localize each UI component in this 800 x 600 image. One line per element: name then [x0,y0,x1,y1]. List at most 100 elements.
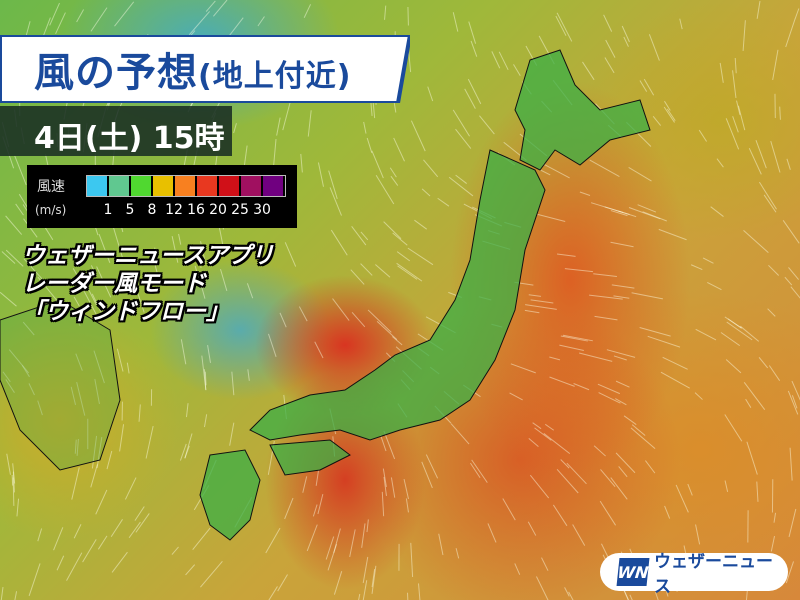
caption-line-1: ウェザーニュースアプリ [22,243,274,269]
wind-streak [119,424,125,452]
wind-streak [91,293,105,318]
wind-streak [605,39,616,58]
wind-streak [724,316,743,329]
wind-streak [768,264,780,276]
wind-streak [96,437,103,469]
wind-streak [134,506,145,521]
wind-streak [464,88,476,109]
wind-streak [49,2,60,26]
wind-streak [791,395,798,409]
wind-streak [707,281,722,291]
wind-streak [276,117,281,136]
kyushu [199,449,261,541]
legend-tick: 30 [253,202,271,218]
wind-streak [95,489,108,515]
wind-streak [6,453,11,475]
wind-streak [535,576,549,600]
wind-streak [192,527,211,551]
wind-streak [381,491,385,517]
legend-unit: (m/s) [35,203,67,217]
wind-streak [737,105,746,131]
wind-streak [71,467,80,500]
wind-streak [76,9,85,23]
wind-streak [200,241,206,264]
wind-streak [560,459,570,469]
wind-streak [116,348,124,372]
wind-streak [197,273,206,299]
wind-streak [743,382,766,410]
wind-streak [556,12,573,42]
wind-streak [756,481,759,502]
wind-streak [529,474,550,499]
wind-streak [74,439,77,454]
wind-streak [594,315,618,321]
wind-streak [5,379,15,393]
wind-streak [724,414,743,442]
wind-streak [525,304,557,310]
wind-streak [12,463,16,484]
wind-streak [770,535,776,552]
wind-streak [610,210,628,217]
legend-swatch [263,176,285,196]
wind-streak [785,561,794,584]
wind-streak [597,383,621,395]
wind-streak [758,357,769,369]
wind-streak [358,593,361,600]
wind-streak [662,356,688,370]
wind-streak [393,137,405,162]
wind-streak [284,242,297,267]
wind-streak [126,362,130,374]
wind-streak [655,592,659,600]
wind-streak [389,167,397,178]
wind-streak [421,461,433,489]
wind-streak [154,247,159,260]
wind-streak [452,109,470,137]
wind-streak [698,129,708,142]
wind-streak [37,528,43,542]
legend-swatch [131,176,153,196]
wind-streak [396,262,423,282]
wind-streak [302,476,308,493]
legend-swatch [197,176,219,196]
wind-streak [28,563,41,597]
wind-streak [788,508,797,538]
wind-streak [56,555,65,571]
wind-streak [727,318,742,329]
wind-streak [0,291,17,307]
wind-streak [736,100,741,115]
wind-streak [73,524,82,539]
wind-streak [732,116,739,133]
wind-streak [179,443,187,461]
wind-streak [534,427,552,441]
wind-streak [543,433,571,455]
wind-streak [604,206,630,215]
app-caption: ウェザーニュースアプリ レーダー風モード 「ウィンドフロー」 [22,242,274,326]
wind-streak [22,321,35,336]
wind-streak [552,504,568,527]
wind-streak [265,527,281,554]
shikoku [269,439,351,476]
wind-streak [725,118,740,150]
wind-streak [137,293,145,313]
wind-streak [421,188,431,197]
wind-streak [652,116,662,126]
wind-streak [615,452,636,474]
hokkaido [514,49,651,171]
date-box [0,106,232,156]
wind-streak [528,294,542,297]
wind-streak [448,176,474,197]
wind-streak [498,51,509,71]
wind-streak [392,232,408,246]
logo-text: ウェザーニュース [654,552,773,597]
wind-streak [380,434,387,452]
wind-streak [716,158,724,168]
wind-streak [782,220,800,244]
wind-streak [710,206,724,217]
wind-streak [724,480,729,492]
wind-streak [637,204,657,213]
wind-streak [91,435,98,469]
wind-streak [383,430,396,460]
wind-streak [371,150,384,179]
wind-streak [679,18,683,30]
wind-streak [93,350,105,384]
